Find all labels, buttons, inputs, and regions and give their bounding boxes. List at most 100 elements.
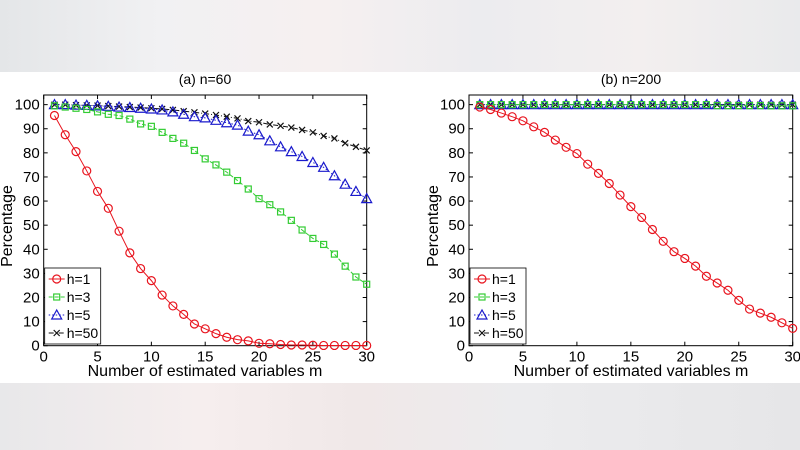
data-point-h=1: [297, 340, 307, 350]
x-tick-label: 5: [519, 349, 527, 366]
data-point-h=1: [572, 148, 582, 159]
series-line-h=1: [479, 106, 793, 329]
legend-marker: [53, 293, 61, 301]
x-tick-label: 20: [676, 349, 693, 366]
y-tick-label: 50: [448, 217, 465, 234]
data-point-h=5: [339, 177, 352, 189]
data-point-h=5: [156, 103, 169, 115]
data-point-h=5: [317, 161, 330, 172]
data-point-h=1: [777, 318, 787, 328]
data-point-h=3: [223, 168, 231, 176]
y-tick-label: 20: [23, 289, 40, 306]
data-point-h=5: [209, 114, 222, 125]
y-tick-label: 0: [457, 338, 465, 355]
series-line-h=3: [54, 105, 367, 285]
data-point-h=50: [287, 124, 295, 131]
data-point-h=50: [363, 147, 371, 154]
data-point-h=50: [255, 118, 263, 126]
data-point-h=1: [755, 308, 765, 318]
data-point-h=3: [670, 101, 678, 109]
data-point-h=50: [234, 114, 241, 122]
legend: [44, 267, 102, 345]
data-point-h=5: [91, 99, 104, 111]
data-point-h=3: [627, 101, 635, 109]
x-axis-label: Number of estimated variables m: [88, 363, 323, 380]
data-point-h=1: [157, 290, 167, 300]
x-tick-label: 25: [730, 349, 747, 366]
data-point-h=3: [330, 250, 338, 258]
x-tick-label: 0: [465, 349, 473, 366]
data-point-h=1: [329, 340, 339, 351]
data-point-h=3: [266, 201, 274, 209]
legend-marker: [478, 293, 486, 301]
legend-marker: [475, 308, 489, 320]
data-point-h=3: [745, 102, 754, 110]
data-point-h=1: [485, 104, 496, 115]
y-tick-label: 60: [448, 193, 465, 210]
data-point-h=50: [147, 104, 155, 112]
data-point-h=1: [265, 339, 275, 349]
y-tick-label: 50: [23, 217, 40, 234]
data-point-h=3: [573, 101, 581, 109]
y-tick-label: 60: [23, 193, 40, 210]
y-tick-label: 30: [448, 265, 465, 282]
x-tick-label: 0: [40, 349, 48, 366]
data-point-h=5: [328, 169, 341, 181]
blurred-background-bottom: [0, 383, 800, 450]
y-tick-label: 100: [440, 97, 465, 114]
y-tick-label: 10: [23, 314, 40, 331]
data-point-h=1: [254, 338, 264, 348]
data-point-h=1: [626, 202, 636, 212]
data-point-h=3: [352, 273, 360, 281]
data-point-h=1: [103, 203, 113, 213]
legend-marker: [50, 308, 63, 320]
x-tick-label: 25: [305, 349, 322, 366]
chart-title: (b) n=200: [601, 71, 662, 87]
data-point-h=3: [180, 139, 188, 147]
data-point-h=1: [637, 212, 647, 223]
data-point-h=3: [519, 101, 527, 109]
legend-label: h=1: [67, 271, 91, 287]
data-point-h=3: [255, 195, 263, 203]
data-point-h=3: [594, 101, 603, 109]
y-axis-label: Percentage: [0, 185, 16, 267]
x-tick-label: 30: [358, 349, 375, 366]
data-point-h=5: [360, 192, 373, 204]
chart-title: (a) n=60: [179, 71, 232, 87]
data-point-h=3: [287, 216, 295, 224]
data-point-h=1: [550, 135, 560, 145]
data-point-h=1: [189, 319, 200, 329]
data-point-h=1: [496, 108, 506, 118]
data-point-h=50: [244, 117, 252, 125]
data-point-h=1: [308, 340, 318, 350]
y-tick-label: 70: [23, 169, 40, 186]
data-point-h=1: [788, 323, 798, 333]
data-point-h=3: [147, 122, 155, 130]
data-point-h=3: [681, 101, 689, 109]
data-point-h=1: [690, 261, 701, 271]
data-point-h=5: [166, 105, 179, 117]
data-point-h=5: [113, 100, 126, 112]
legend-label: h=3: [67, 289, 91, 305]
data-point-h=5: [306, 156, 319, 168]
data-point-h=5: [253, 128, 266, 140]
data-point-h=3: [756, 102, 764, 110]
y-tick-label: 80: [23, 145, 40, 162]
data-point-h=3: [735, 102, 743, 110]
data-point-h=5: [123, 101, 136, 113]
data-point-h=3: [137, 120, 145, 128]
data-point-h=1: [211, 329, 221, 339]
data-point-h=1: [615, 190, 625, 200]
data-point-h=1: [518, 116, 528, 126]
data-point-h=3: [169, 134, 177, 142]
data-point-h=1: [286, 340, 296, 350]
data-point-h=3: [233, 176, 242, 185]
data-point-h=5: [102, 100, 115, 111]
chart-panel-b: (b) n=200 Number of estimated variables …: [425, 71, 800, 380]
data-point-h=50: [309, 128, 317, 136]
data-point-h=1: [561, 142, 571, 152]
data-point-h=1: [82, 166, 92, 176]
data-point-h=1: [125, 248, 135, 258]
data-point-h=3: [341, 262, 349, 270]
